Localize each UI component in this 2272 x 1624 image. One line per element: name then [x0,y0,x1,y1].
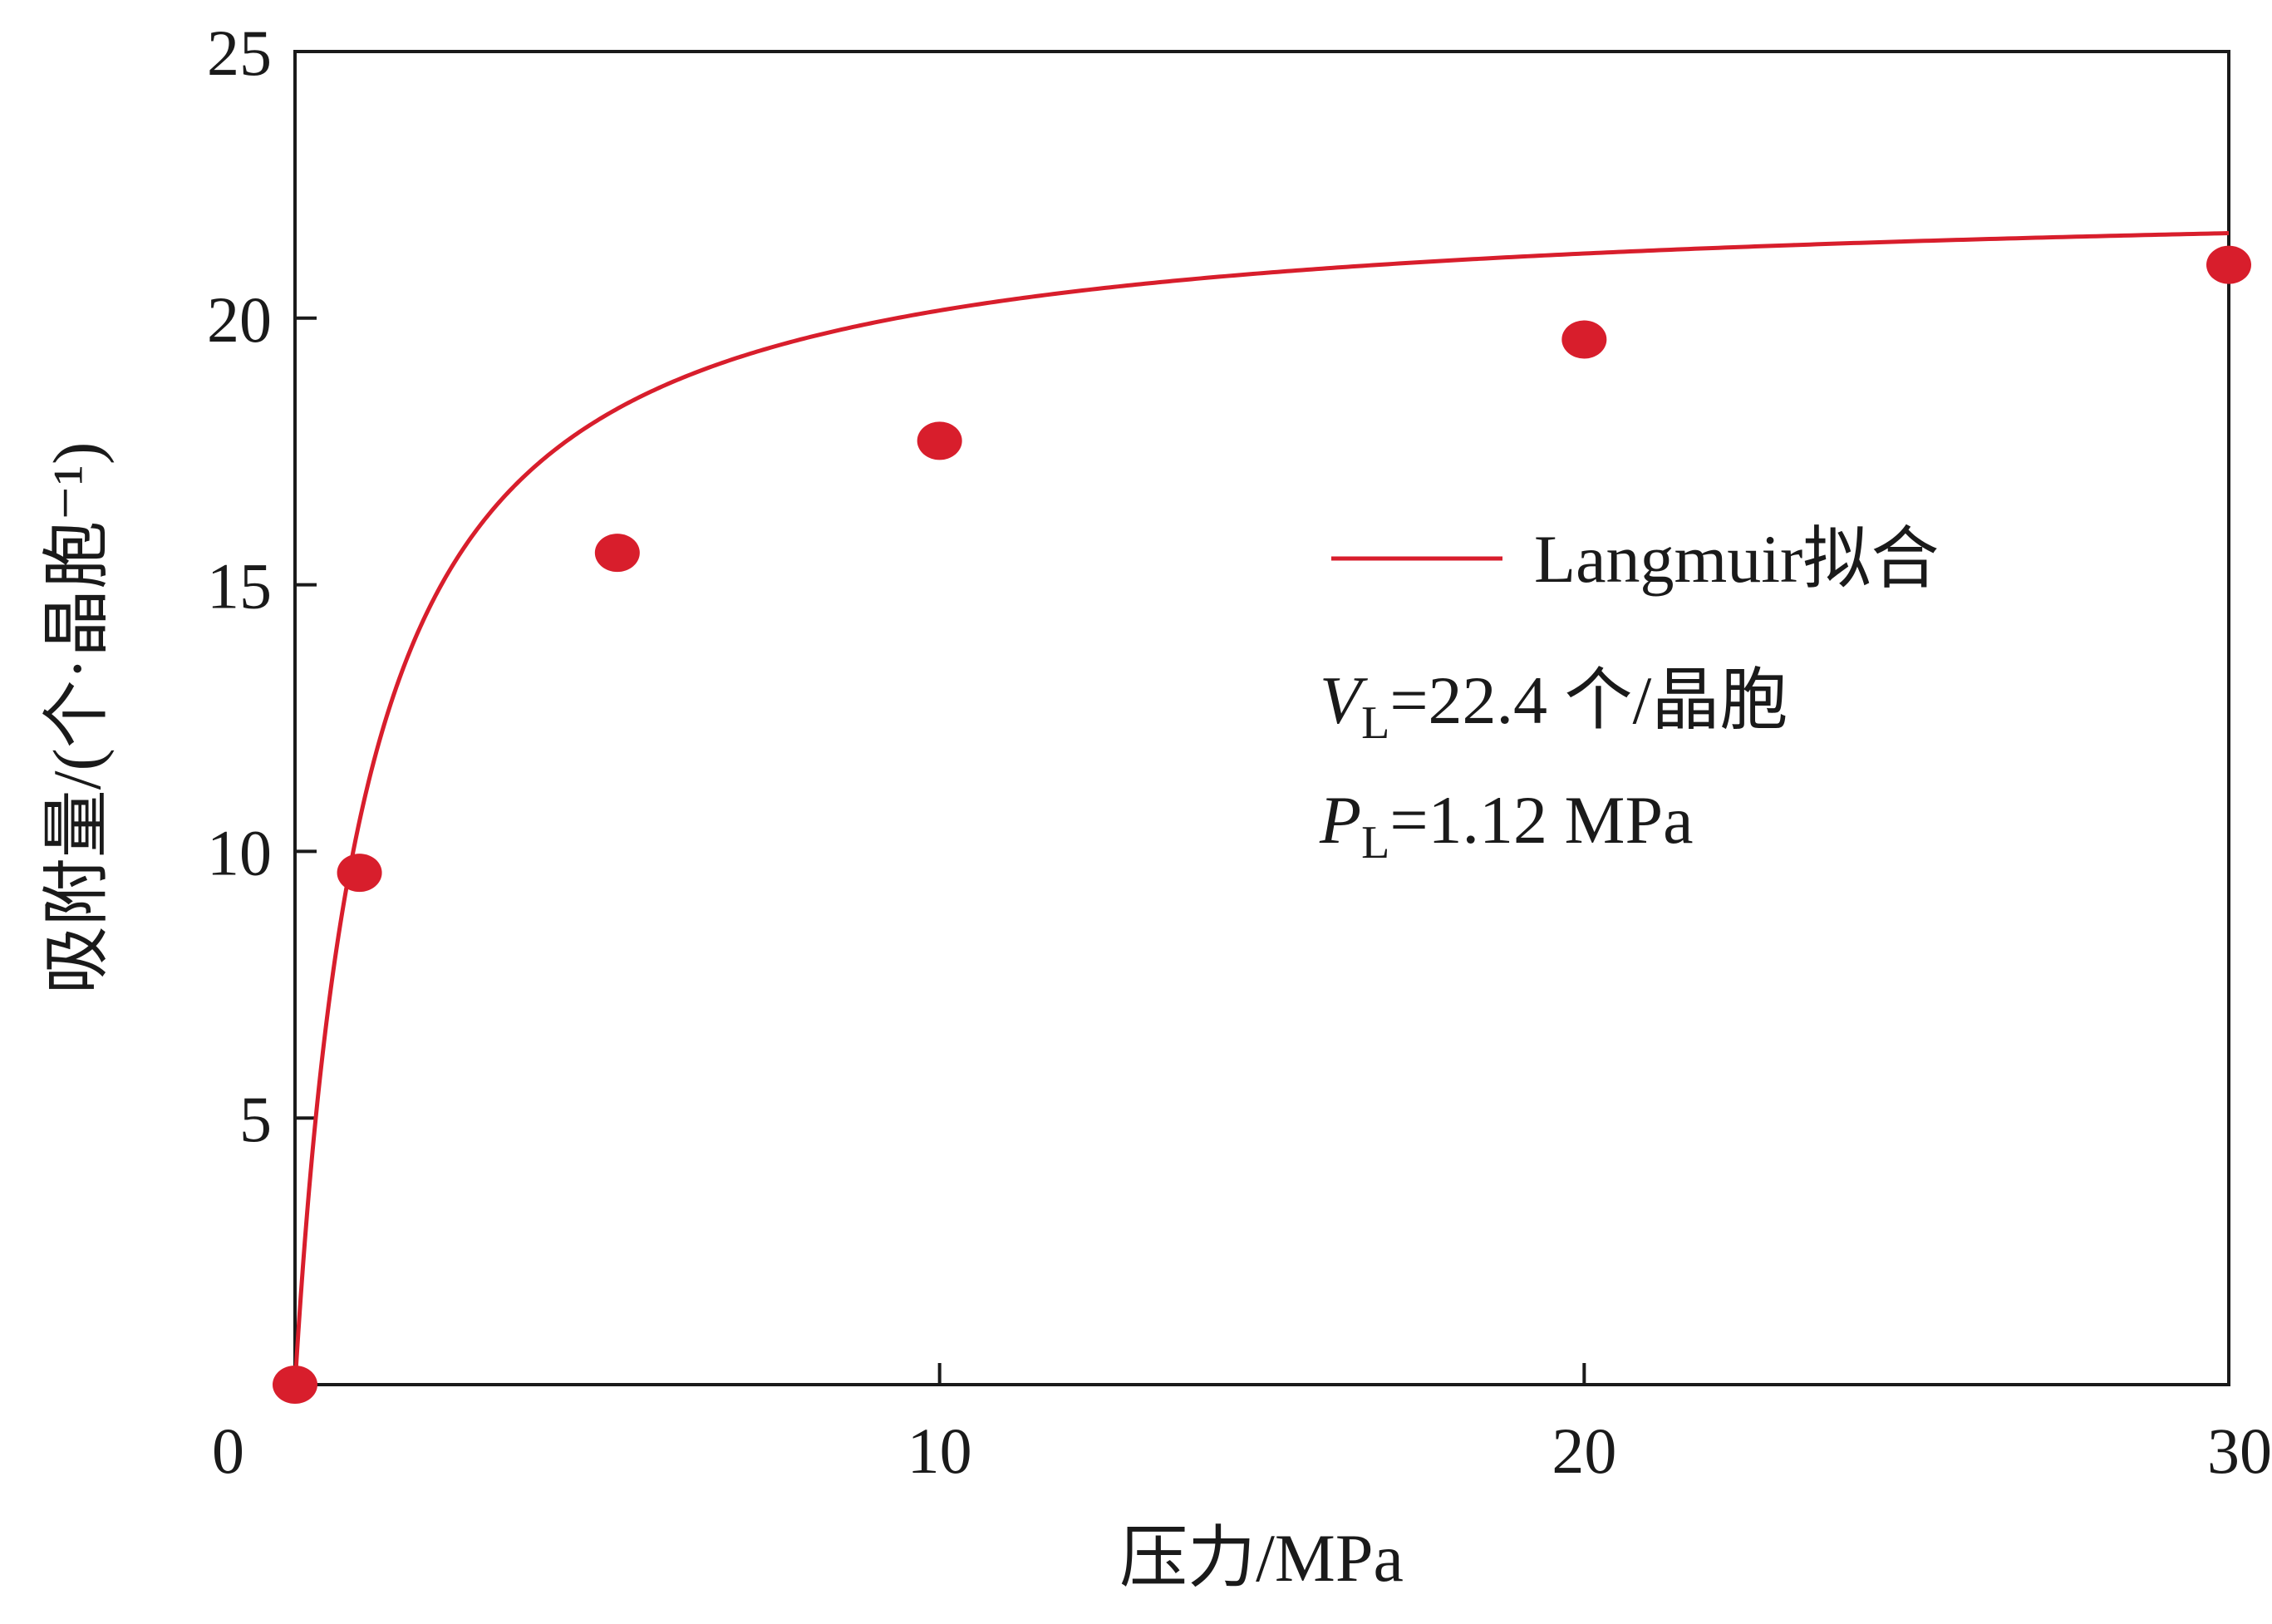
pl-symbol: P [1319,782,1361,858]
data-point [917,421,962,460]
pl-value: =1.12 MPa [1389,782,1693,858]
vl-symbol: V [1320,662,1368,738]
x-axis-title: 压力/MPa [1119,1520,1404,1596]
langmuir-fit-line [293,231,2230,1385]
x-tick-label: 30 [2207,1415,2272,1487]
data-point [2206,245,2251,284]
y-axis-title: 吸附量/(个·晶胞⁻¹) [39,442,115,995]
y-tick-label: 10 [207,816,272,888]
data-point [337,854,382,893]
legend: Langmuir拟合 [1331,521,1939,597]
data-point [594,534,640,573]
legend-label: Langmuir拟合 [1534,521,1939,597]
x-tick-label: 0 [212,1415,244,1487]
x-tick-label: 20 [1552,1415,1616,1487]
vl-value: =22.4 个/晶胞 [1389,662,1788,738]
vl-subscript: L [1361,697,1389,749]
data-point [1561,320,1607,359]
pl-subscript: L [1361,817,1389,869]
y-tick-label: 5 [239,1083,272,1155]
y-axis-ticks: 5 10 15 20 25 [207,17,317,1155]
data-point [273,1366,317,1404]
y-tick-label: 15 [207,550,272,623]
pl-annotation: PL=1.12 MPa [1319,782,1693,869]
x-tick-label: 10 [907,1415,972,1487]
y-tick-label: 20 [207,283,272,356]
vl-annotation: VL=22.4 个/晶胞 [1320,662,1788,749]
x-axis-ticks: 0 10 20 30 [212,1363,2272,1487]
y-tick-label: 25 [207,17,272,89]
plot-frame [293,50,2230,1386]
data-points [273,245,2251,1404]
